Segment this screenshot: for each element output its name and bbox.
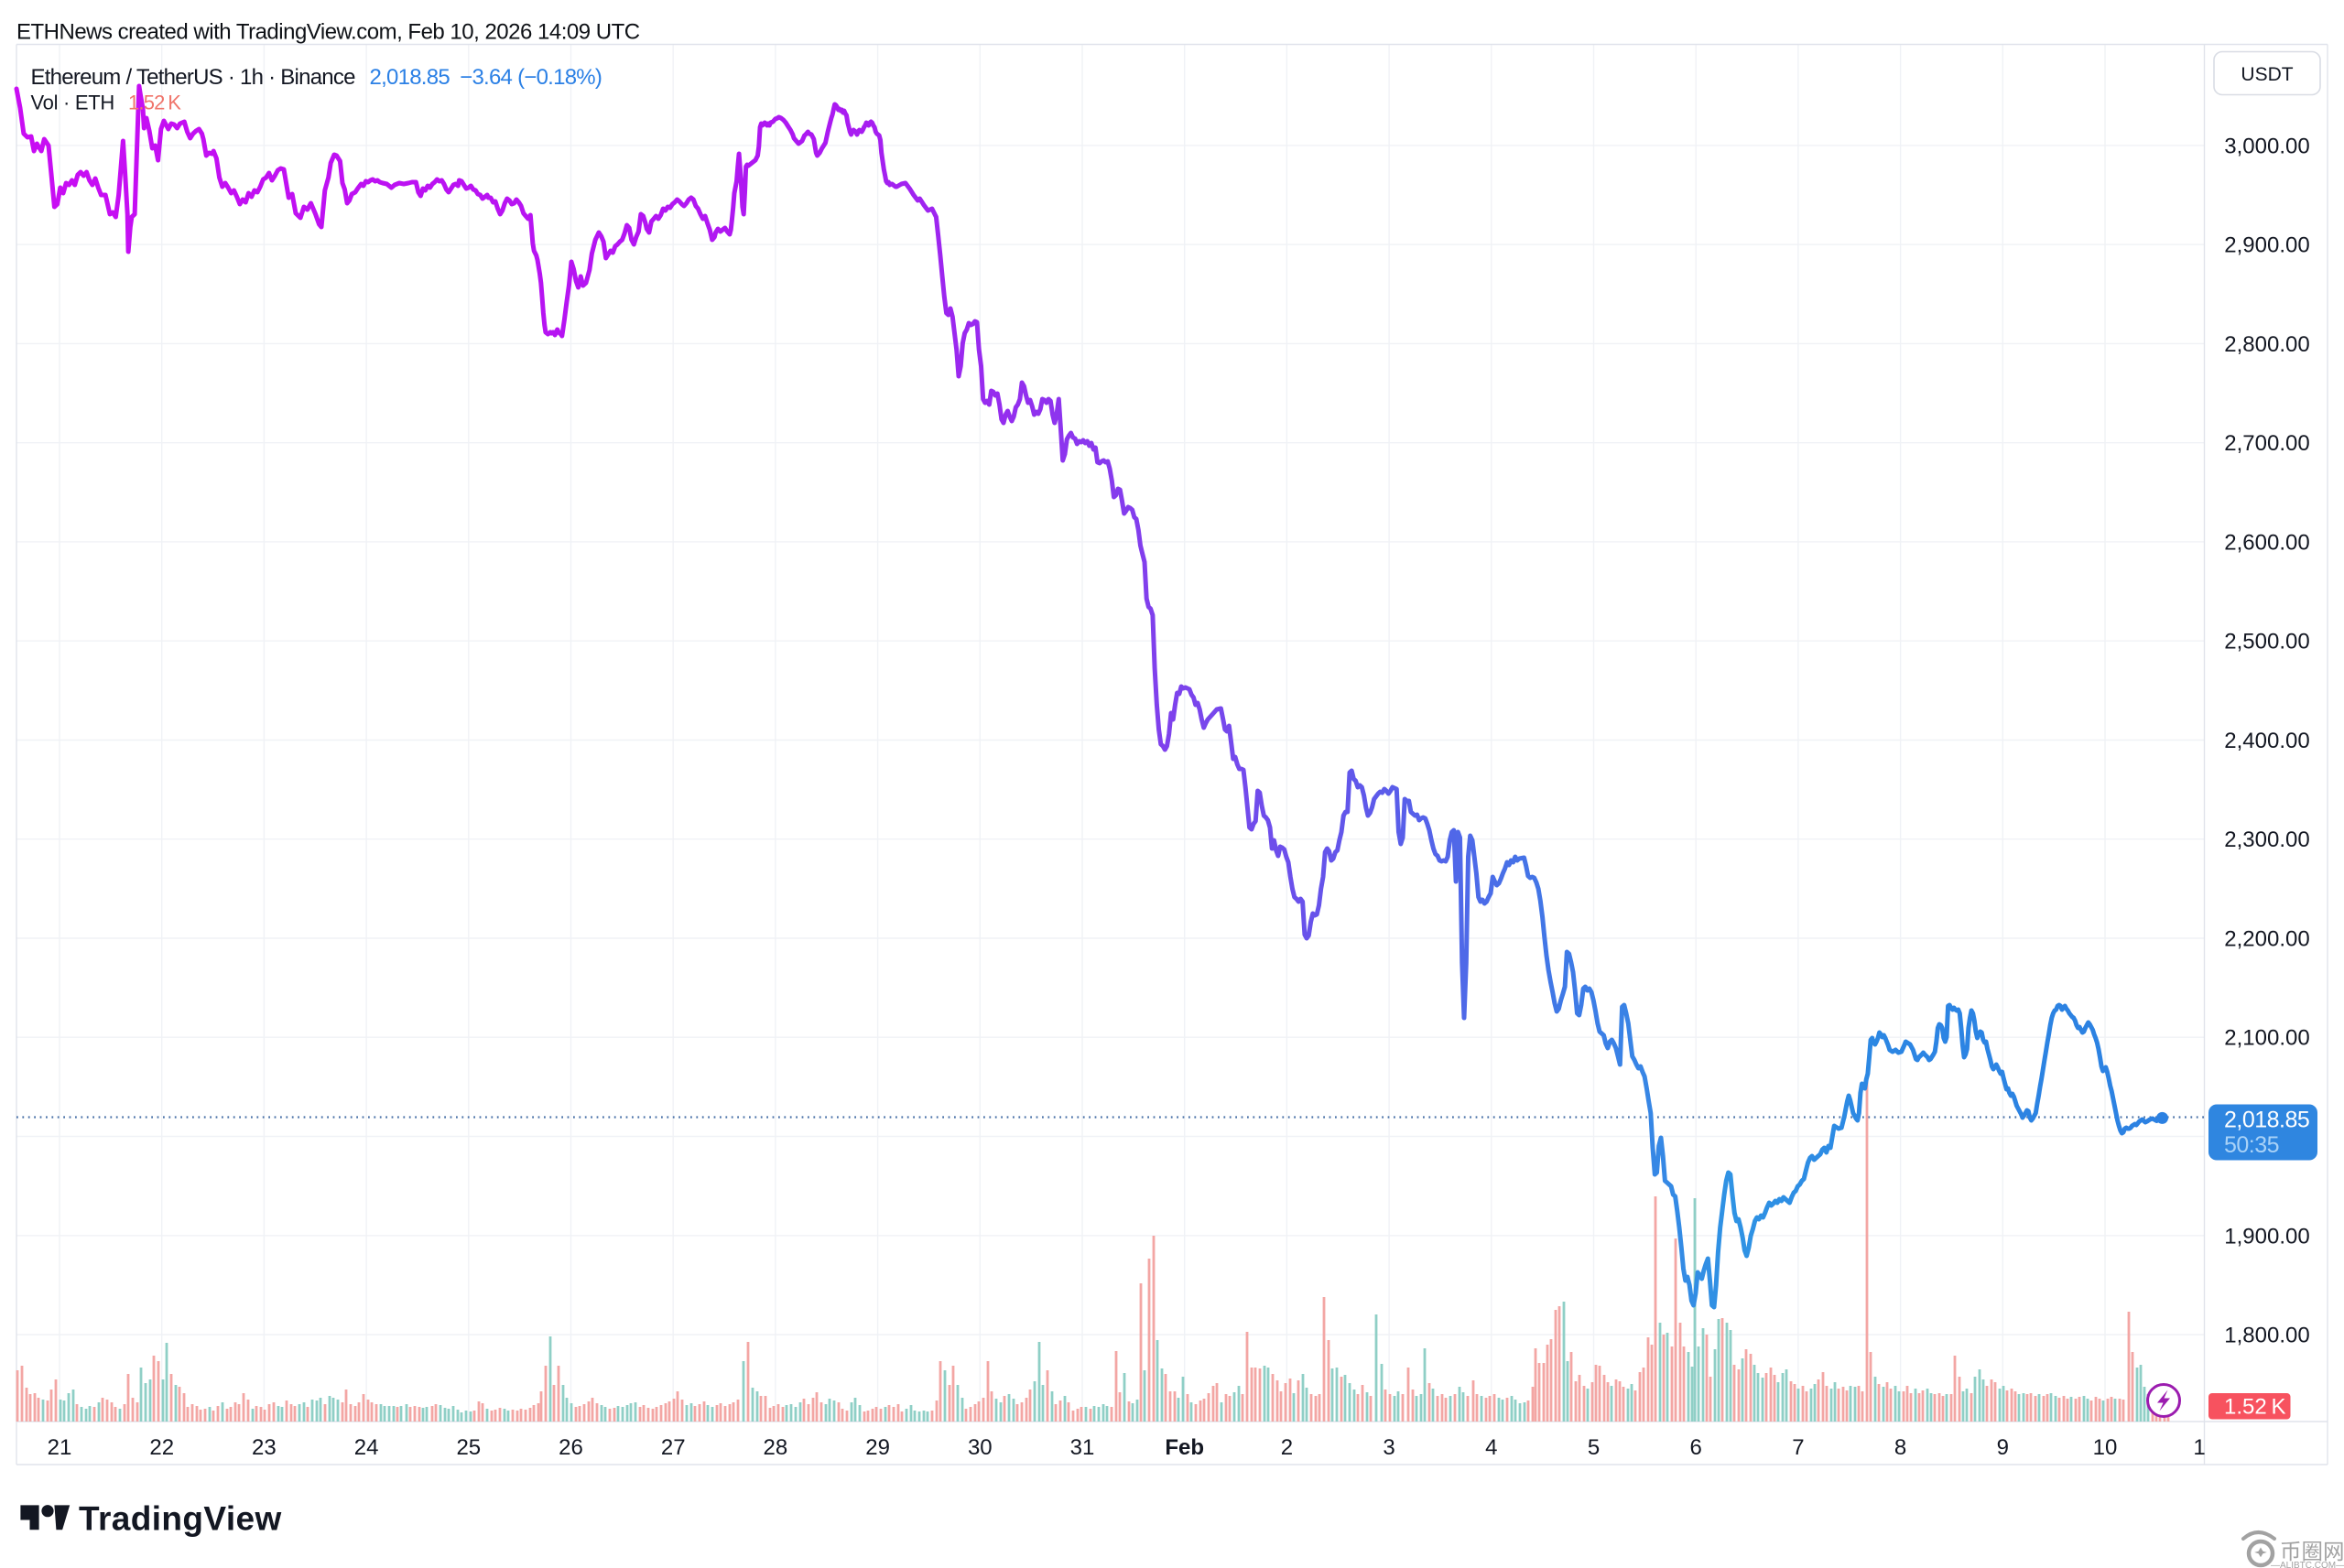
svg-text:TradingView: TradingView: [79, 1500, 282, 1538]
svg-text:2,018.85: 2,018.85: [2224, 1108, 2309, 1133]
svg-text:1.52 K: 1.52 K: [2224, 1395, 2286, 1420]
svg-text:2,018.85 −3.64 (−0.18%): 2,018.85 −3.64 (−0.18%): [370, 65, 602, 90]
svg-text:7: 7: [1792, 1435, 1804, 1460]
svg-text:22: 22: [149, 1435, 174, 1460]
svg-text:币圈网: 币圈网: [2280, 1540, 2344, 1563]
svg-text:2: 2: [1281, 1435, 1293, 1460]
svg-text:30: 30: [968, 1435, 993, 1460]
svg-text:9: 9: [1997, 1435, 2009, 1460]
svg-text:8: 8: [1894, 1435, 1906, 1460]
svg-text:2,500.00: 2,500.00: [2224, 630, 2309, 654]
svg-text:3,000.00: 3,000.00: [2224, 134, 2309, 158]
svg-text:2,900.00: 2,900.00: [2224, 233, 2309, 258]
svg-text:4: 4: [1485, 1435, 1497, 1460]
svg-text:1: 1: [2193, 1435, 2205, 1460]
svg-text:1.52 K: 1.52 K: [128, 92, 181, 114]
svg-text:2,300.00: 2,300.00: [2224, 827, 2309, 852]
svg-text:2,600.00: 2,600.00: [2224, 530, 2309, 555]
svg-text:USDT: USDT: [2241, 64, 2293, 85]
svg-text:ETHNews created with TradingVi: ETHNews created with TradingView.com, Fe…: [16, 20, 640, 45]
svg-text:25: 25: [456, 1435, 481, 1460]
svg-text:10: 10: [2093, 1435, 2118, 1460]
svg-text:3: 3: [1383, 1435, 1394, 1460]
svg-text:27: 27: [661, 1435, 686, 1460]
svg-text:Vol · ETH: Vol · ETH: [31, 92, 114, 114]
svg-text:Ethereum / TetherUS · 1h · Bin: Ethereum / TetherUS · 1h · Binance: [31, 65, 356, 90]
svg-text:Feb: Feb: [1165, 1435, 1204, 1460]
svg-text:2,800.00: 2,800.00: [2224, 332, 2309, 357]
svg-text:6: 6: [1690, 1435, 1702, 1460]
svg-text:2,700.00: 2,700.00: [2224, 431, 2309, 456]
svg-text:26: 26: [559, 1435, 583, 1460]
svg-text:2,400.00: 2,400.00: [2224, 729, 2309, 753]
svg-text:1,800.00: 1,800.00: [2224, 1324, 2309, 1348]
svg-text:5: 5: [1588, 1435, 1600, 1460]
svg-text:29: 29: [865, 1435, 890, 1460]
svg-text:2,200.00: 2,200.00: [2224, 927, 2309, 952]
svg-text:2,100.00: 2,100.00: [2224, 1026, 2309, 1051]
svg-text:23: 23: [252, 1435, 277, 1460]
svg-text:21: 21: [48, 1435, 72, 1460]
svg-text:1,900.00: 1,900.00: [2224, 1224, 2309, 1249]
svg-text:31: 31: [1070, 1435, 1095, 1460]
svg-text:28: 28: [764, 1435, 788, 1460]
svg-text:24: 24: [354, 1435, 379, 1460]
svg-text:50:35: 50:35: [2224, 1132, 2279, 1158]
svg-text:—ALIBTC.COM—: —ALIBTC.COM—: [2271, 1561, 2344, 1568]
